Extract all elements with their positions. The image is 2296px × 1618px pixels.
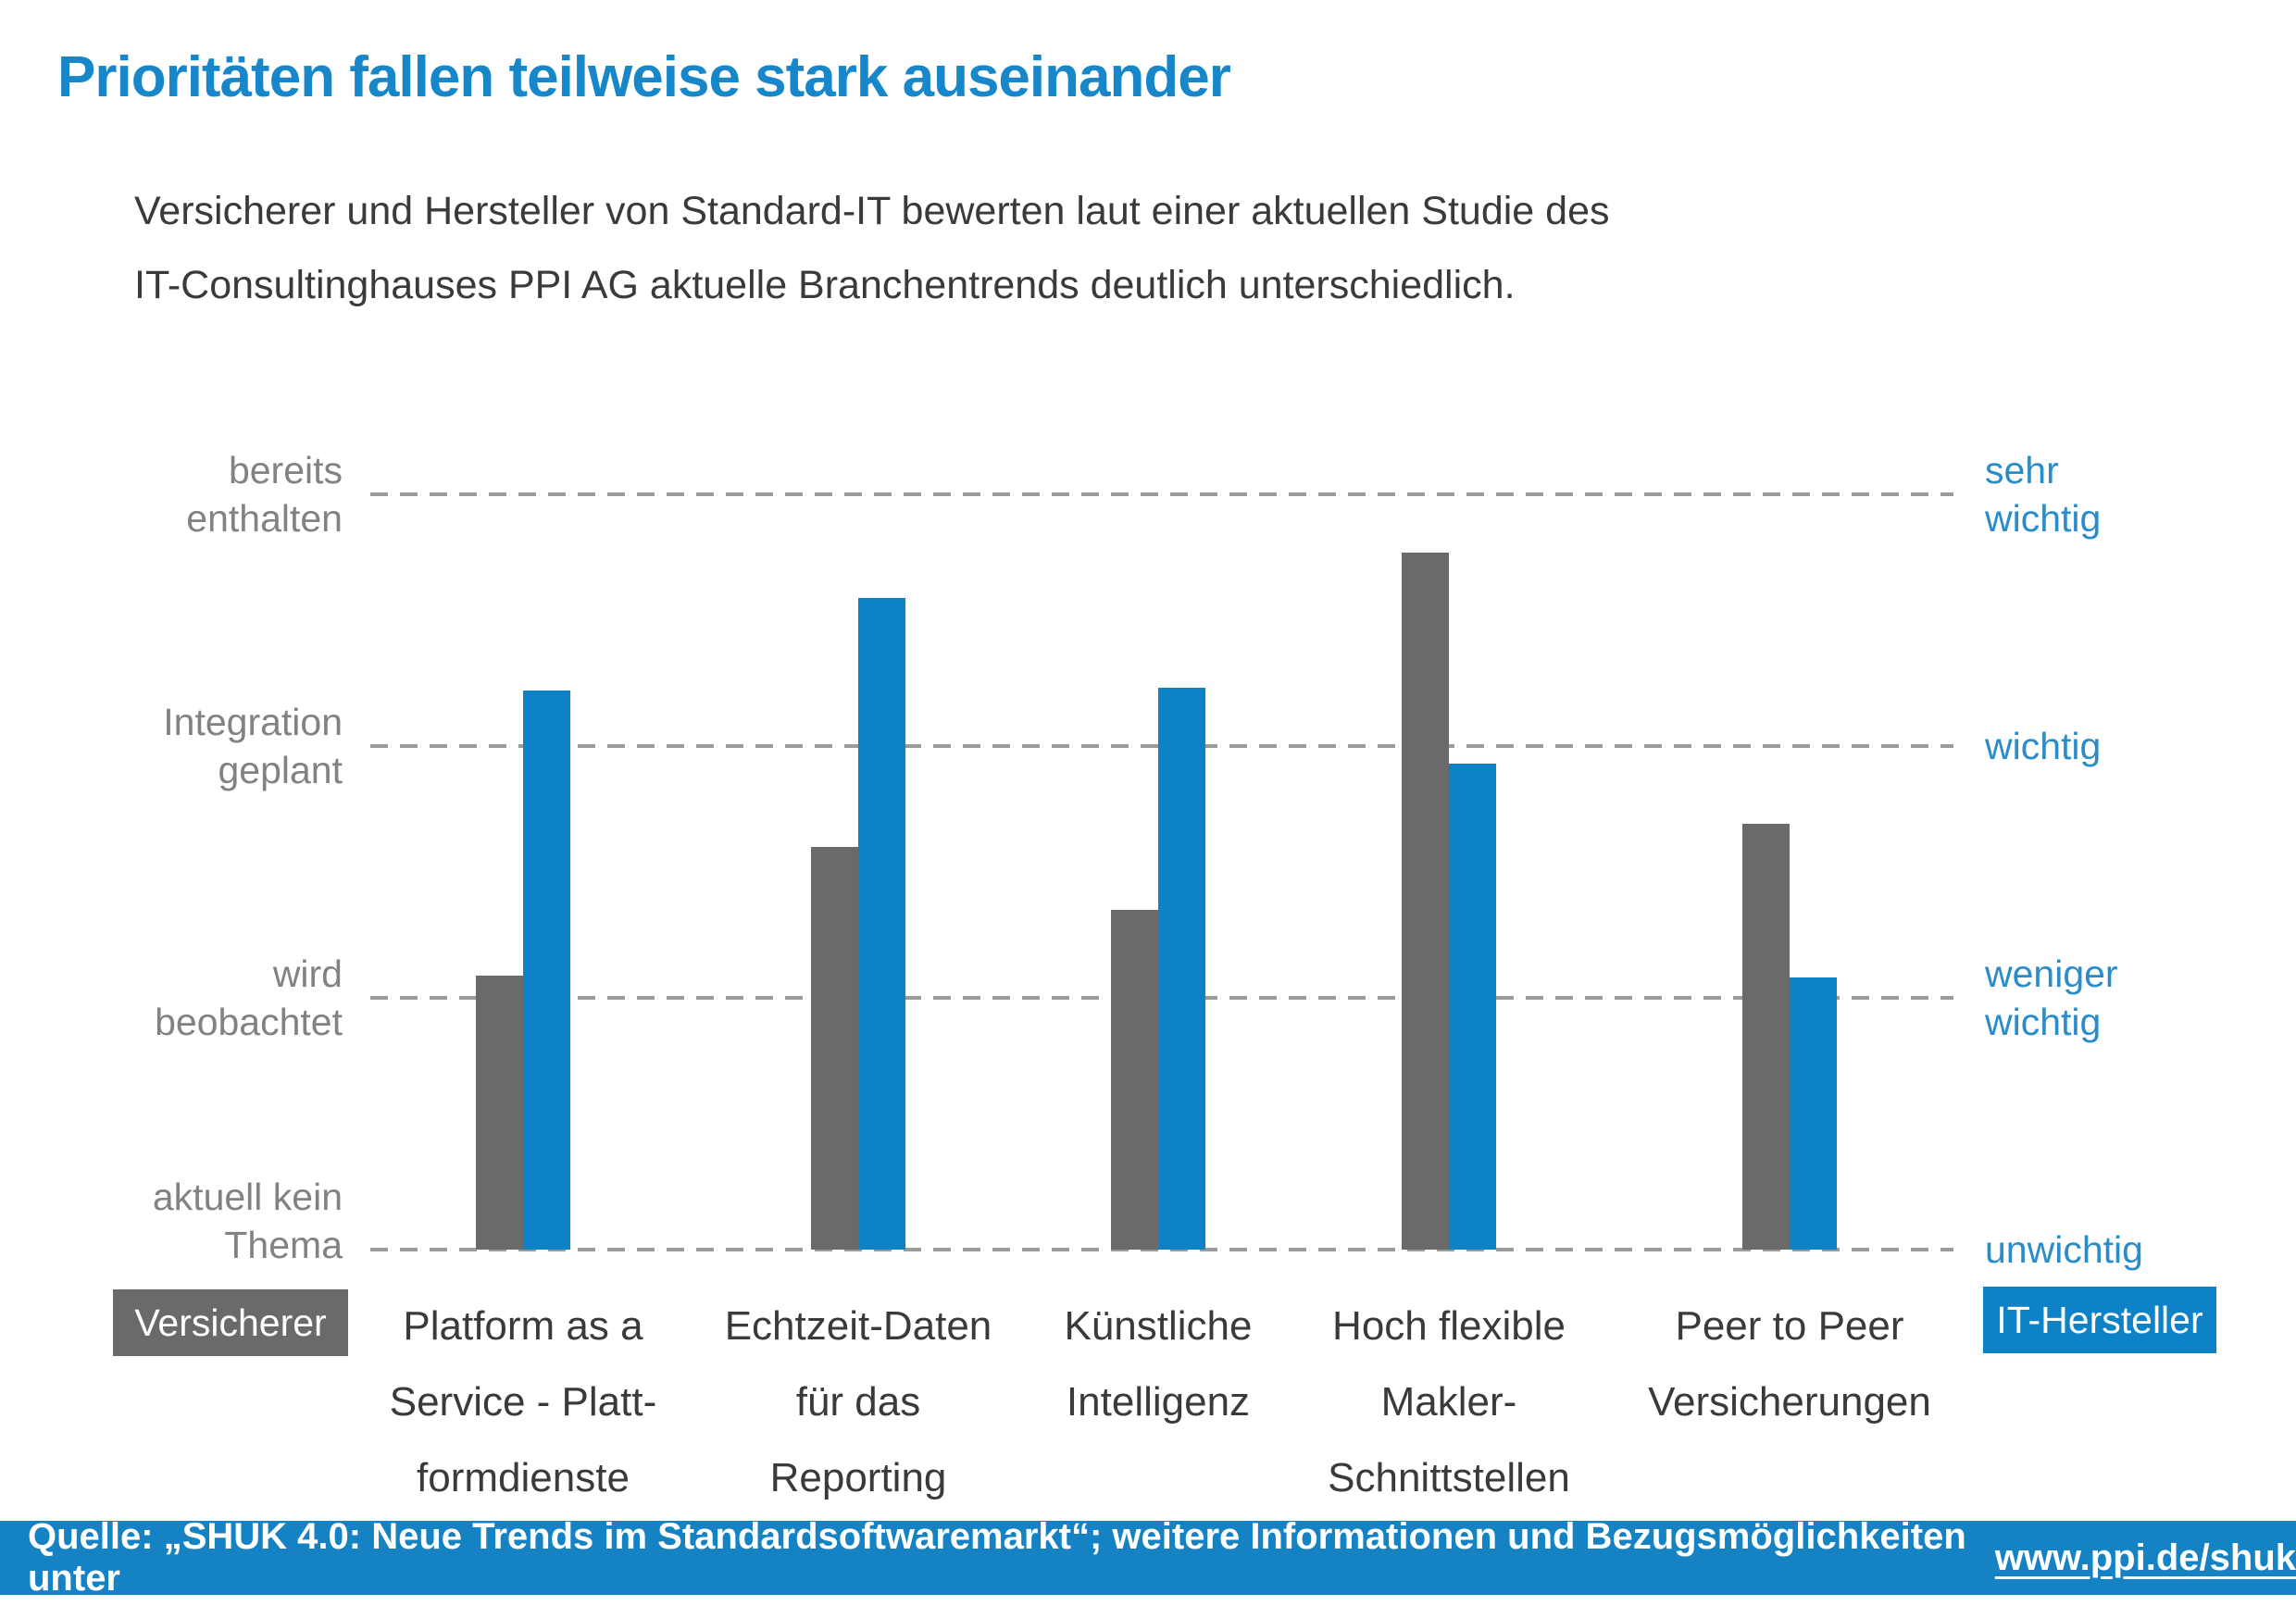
- footer-link[interactable]: www.ppi.de/shuk: [1994, 1537, 2296, 1578]
- category-label-5: Peer to Peer Versicherungen: [1648, 1303, 1931, 1425]
- axis-label-left-0: bereits enthalten: [186, 449, 343, 540]
- bar-it-hersteller-2: [858, 598, 905, 1250]
- gridline-1: [370, 1248, 1953, 1251]
- source-footer-bar: Quelle: „SHUK 4.0: Neue Trends im Standa…: [0, 1516, 2296, 1599]
- axis-label-left-2: wird beobachtet: [155, 952, 343, 1043]
- legend-versicherer: Versicherer: [113, 1289, 348, 1356]
- axis-label-right-1: wichtig: [1985, 725, 2102, 767]
- legend-it-hersteller-label: IT-Hersteller: [1996, 1298, 2203, 1341]
- subtitle-line-2: IT-Consultinghauses PPI AG aktuelle Bran…: [134, 263, 1516, 307]
- bar-versicherer-1: [476, 976, 523, 1250]
- subtitle-line-1: Versicherer und Hersteller von Standard-…: [134, 189, 1610, 233]
- category-label-2: Echtzeit-Daten für das Reporting: [724, 1303, 992, 1500]
- bar-it-hersteller-1: [523, 691, 570, 1250]
- axis-label-left-1: Integration geplant: [163, 701, 343, 791]
- page-title: Prioritäten fallen teilweise stark ausei…: [57, 45, 1231, 109]
- category-label-1: Platform as a Service - Platt-formdienste: [389, 1303, 657, 1500]
- bar-it-hersteller-4: [1449, 764, 1496, 1250]
- legend-versicherer-label: Versicherer: [134, 1301, 327, 1344]
- category-label-3: Künstliche Intelligenz: [1064, 1303, 1253, 1425]
- category-label-4: Hoch flexible Makler- Schnittstellen: [1328, 1303, 1570, 1500]
- axis-label-left-3: aktuell kein Thema: [152, 1176, 343, 1266]
- bar-versicherer-2: [811, 847, 858, 1250]
- legend-it-hersteller: IT-Hersteller: [1983, 1287, 2216, 1353]
- bar-versicherer-3: [1111, 910, 1158, 1250]
- axis-label-right-2: weniger wichtig: [1985, 952, 2118, 1043]
- bar-it-hersteller-5: [1790, 977, 1837, 1250]
- bar-it-hersteller-3: [1158, 688, 1205, 1250]
- bar-versicherer-4: [1402, 553, 1449, 1250]
- gridline-4: [370, 492, 1953, 496]
- source-text: Quelle: „SHUK 4.0: Neue Trends im Standa…: [28, 1516, 1966, 1599]
- bar-versicherer-5: [1742, 824, 1790, 1250]
- axis-label-right-3: unwichtig: [1985, 1228, 2143, 1271]
- page-subtitle: Versicherer und Hersteller von Standard-…: [134, 174, 1610, 322]
- axis-label-right-0: sehr wichtig: [1985, 449, 2102, 540]
